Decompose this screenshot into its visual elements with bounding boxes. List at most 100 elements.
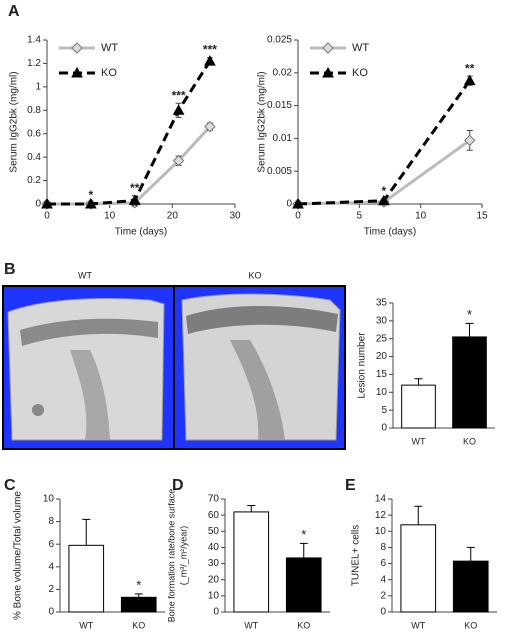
micro-ct-images: WT KO [2,270,346,450]
marker [41,197,53,209]
y-tick-label: 10 [376,387,388,398]
y-tick-label: 15 [376,369,388,380]
image-label: WT [78,270,92,280]
error-bar [414,378,423,386]
y-tick-label: 0 [48,607,54,618]
y-tick-label: 0.02 [273,67,293,78]
bar [285,557,322,613]
marker [172,154,185,167]
y-tick-label: 14 [375,494,387,505]
x-tick-label: 15 [476,211,488,222]
legend-label: WT [352,42,369,54]
y-tick-label: 8 [380,542,386,553]
significance: * [136,577,141,592]
y-tick-label: 5 [381,405,387,416]
x-tick-label: 10 [415,211,427,222]
error-bar [82,518,91,546]
significance: *** [203,43,217,57]
marker [85,197,97,209]
y-tick-label: 35 [376,298,388,309]
panel-label: B [4,261,16,278]
marker [464,134,476,147]
bar [233,511,270,613]
x-tick-label: WT [79,620,93,630]
bone-texture [186,306,338,334]
y-tick-label: 30 [208,558,220,569]
y-tick-label: 0 [286,199,292,210]
y-tick-label: 1.2 [27,58,41,69]
marker [463,74,476,86]
x-tick-label: KO [297,620,310,630]
y-tick-label: 40 [208,542,220,553]
y-tick-label: 0.4 [27,152,41,163]
marker [204,120,216,133]
significance: ** [130,181,140,195]
y-tick-label: 25 [376,333,388,344]
y-tick-label: 6 [380,558,386,569]
error-bar [465,322,474,337]
y-tick-label: 8 [48,516,54,527]
y-axis-label: Bone formation rate/bone surface [166,489,176,623]
panel-label: C [4,477,16,494]
x-tick-label: 5 [357,211,363,222]
y-tick-label: 0.025 [267,35,292,46]
x-tick-label: 0 [295,211,301,222]
y-tick-label: 0.01 [273,133,293,144]
y-tick-label: 0.005 [267,166,292,177]
legend-marker [322,66,334,78]
significance: ** [465,61,475,75]
significance: * [382,184,387,198]
x-tick-label: 10 [104,211,116,222]
marker [292,197,304,209]
y-axis-label: TUNEL+ cells [351,525,362,586]
image-label: KO [248,270,261,280]
x-tick-label: KO [132,620,145,630]
y-axis-label: Serum IgG2bk (mg/ml) [9,71,20,172]
y-tick-label: 20 [208,574,220,585]
error-bar [466,546,475,562]
x-tick-label: 0 [44,211,50,222]
error-bar [299,542,308,558]
y-tick-label: 30 [376,315,388,326]
y-tick-label: 0.8 [27,105,41,116]
x-tick-label: WT [411,620,425,630]
marker [128,194,141,205]
x-tick-label: 20 [167,211,179,222]
series-line [47,60,212,206]
bar [401,384,436,429]
y-tick-label: 10 [375,526,387,537]
error-bar [247,504,256,512]
panel-label: A [8,3,20,20]
y-tick-label: 10 [43,494,55,505]
x-tick-label: 30 [229,211,241,222]
y-tick-label: 1 [35,81,41,92]
y-tick-label: 1.4 [27,35,41,46]
bar [452,560,489,613]
legend-marker [71,66,83,78]
y-tick-label: 2 [48,584,54,595]
y-axis-label: Lesion number [357,332,368,399]
y-axis-label: % Bone volume/Total volume [13,491,24,620]
bar [68,544,105,613]
bar [120,596,157,613]
x-tick-label: KO [463,436,476,446]
bone-texture [32,404,44,416]
bone-texture [230,340,285,440]
significance: *** [172,88,186,102]
y-tick-label: 0.2 [27,175,41,186]
significance: * [301,527,306,542]
legend-label: WT [101,42,118,54]
x-tick-label: WT [412,436,426,446]
x-tick-label: KO [464,620,477,630]
significance: * [89,188,94,202]
bar [452,336,487,429]
y-tick-label: 0.6 [27,128,41,139]
y-tick-label: 4 [380,574,386,585]
panel-label: E [345,477,356,494]
y-tick-label: 0 [35,199,41,210]
y-tick-label: 0 [213,607,219,618]
significance: * [467,307,472,322]
y-tick-label: 70 [208,494,220,505]
error-bar [414,505,423,525]
x-tick-label: WT [244,620,258,630]
